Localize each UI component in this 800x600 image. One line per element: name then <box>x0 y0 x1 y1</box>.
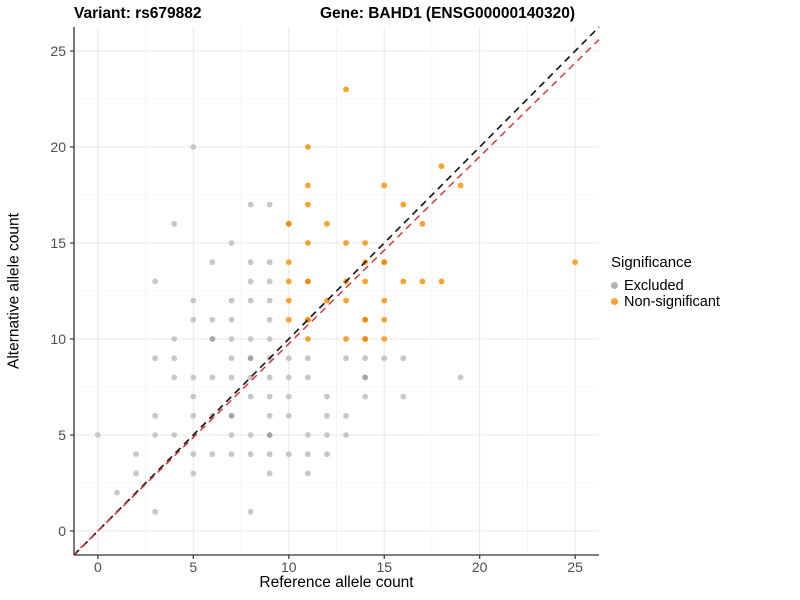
variant-title: Variant: rs679882 <box>74 5 202 22</box>
non-significant-dot-icon <box>611 298 618 305</box>
legend: Significance Excluded Non-significant <box>611 254 720 310</box>
svg-text:15: 15 <box>376 559 392 575</box>
svg-text:5: 5 <box>189 559 197 575</box>
svg-text:10: 10 <box>50 331 66 347</box>
x-axis-title: Reference allele count <box>259 574 414 591</box>
legend-title: Significance <box>611 254 692 271</box>
legend-item-label: Excluded <box>624 277 684 294</box>
svg-text:25: 25 <box>50 43 66 59</box>
svg-text:0: 0 <box>58 523 66 539</box>
svg-text:15: 15 <box>50 235 66 251</box>
legend-item-label: Non-significant <box>624 293 720 310</box>
svg-text:0: 0 <box>94 559 102 575</box>
svg-text:20: 20 <box>50 139 66 155</box>
svg-text:25: 25 <box>567 559 583 575</box>
gene-title: Gene: BAHD1 (ENSG00000140320) <box>320 5 576 22</box>
excluded-dot-icon <box>611 282 618 289</box>
svg-text:10: 10 <box>281 559 297 575</box>
svg-text:20: 20 <box>472 559 488 575</box>
svg-text:5: 5 <box>58 427 66 443</box>
legend-item-non-significant: Non-significant <box>611 293 720 310</box>
y-axis-title: Alternative allele count <box>5 213 23 369</box>
legend-item-excluded: Excluded <box>611 277 720 294</box>
